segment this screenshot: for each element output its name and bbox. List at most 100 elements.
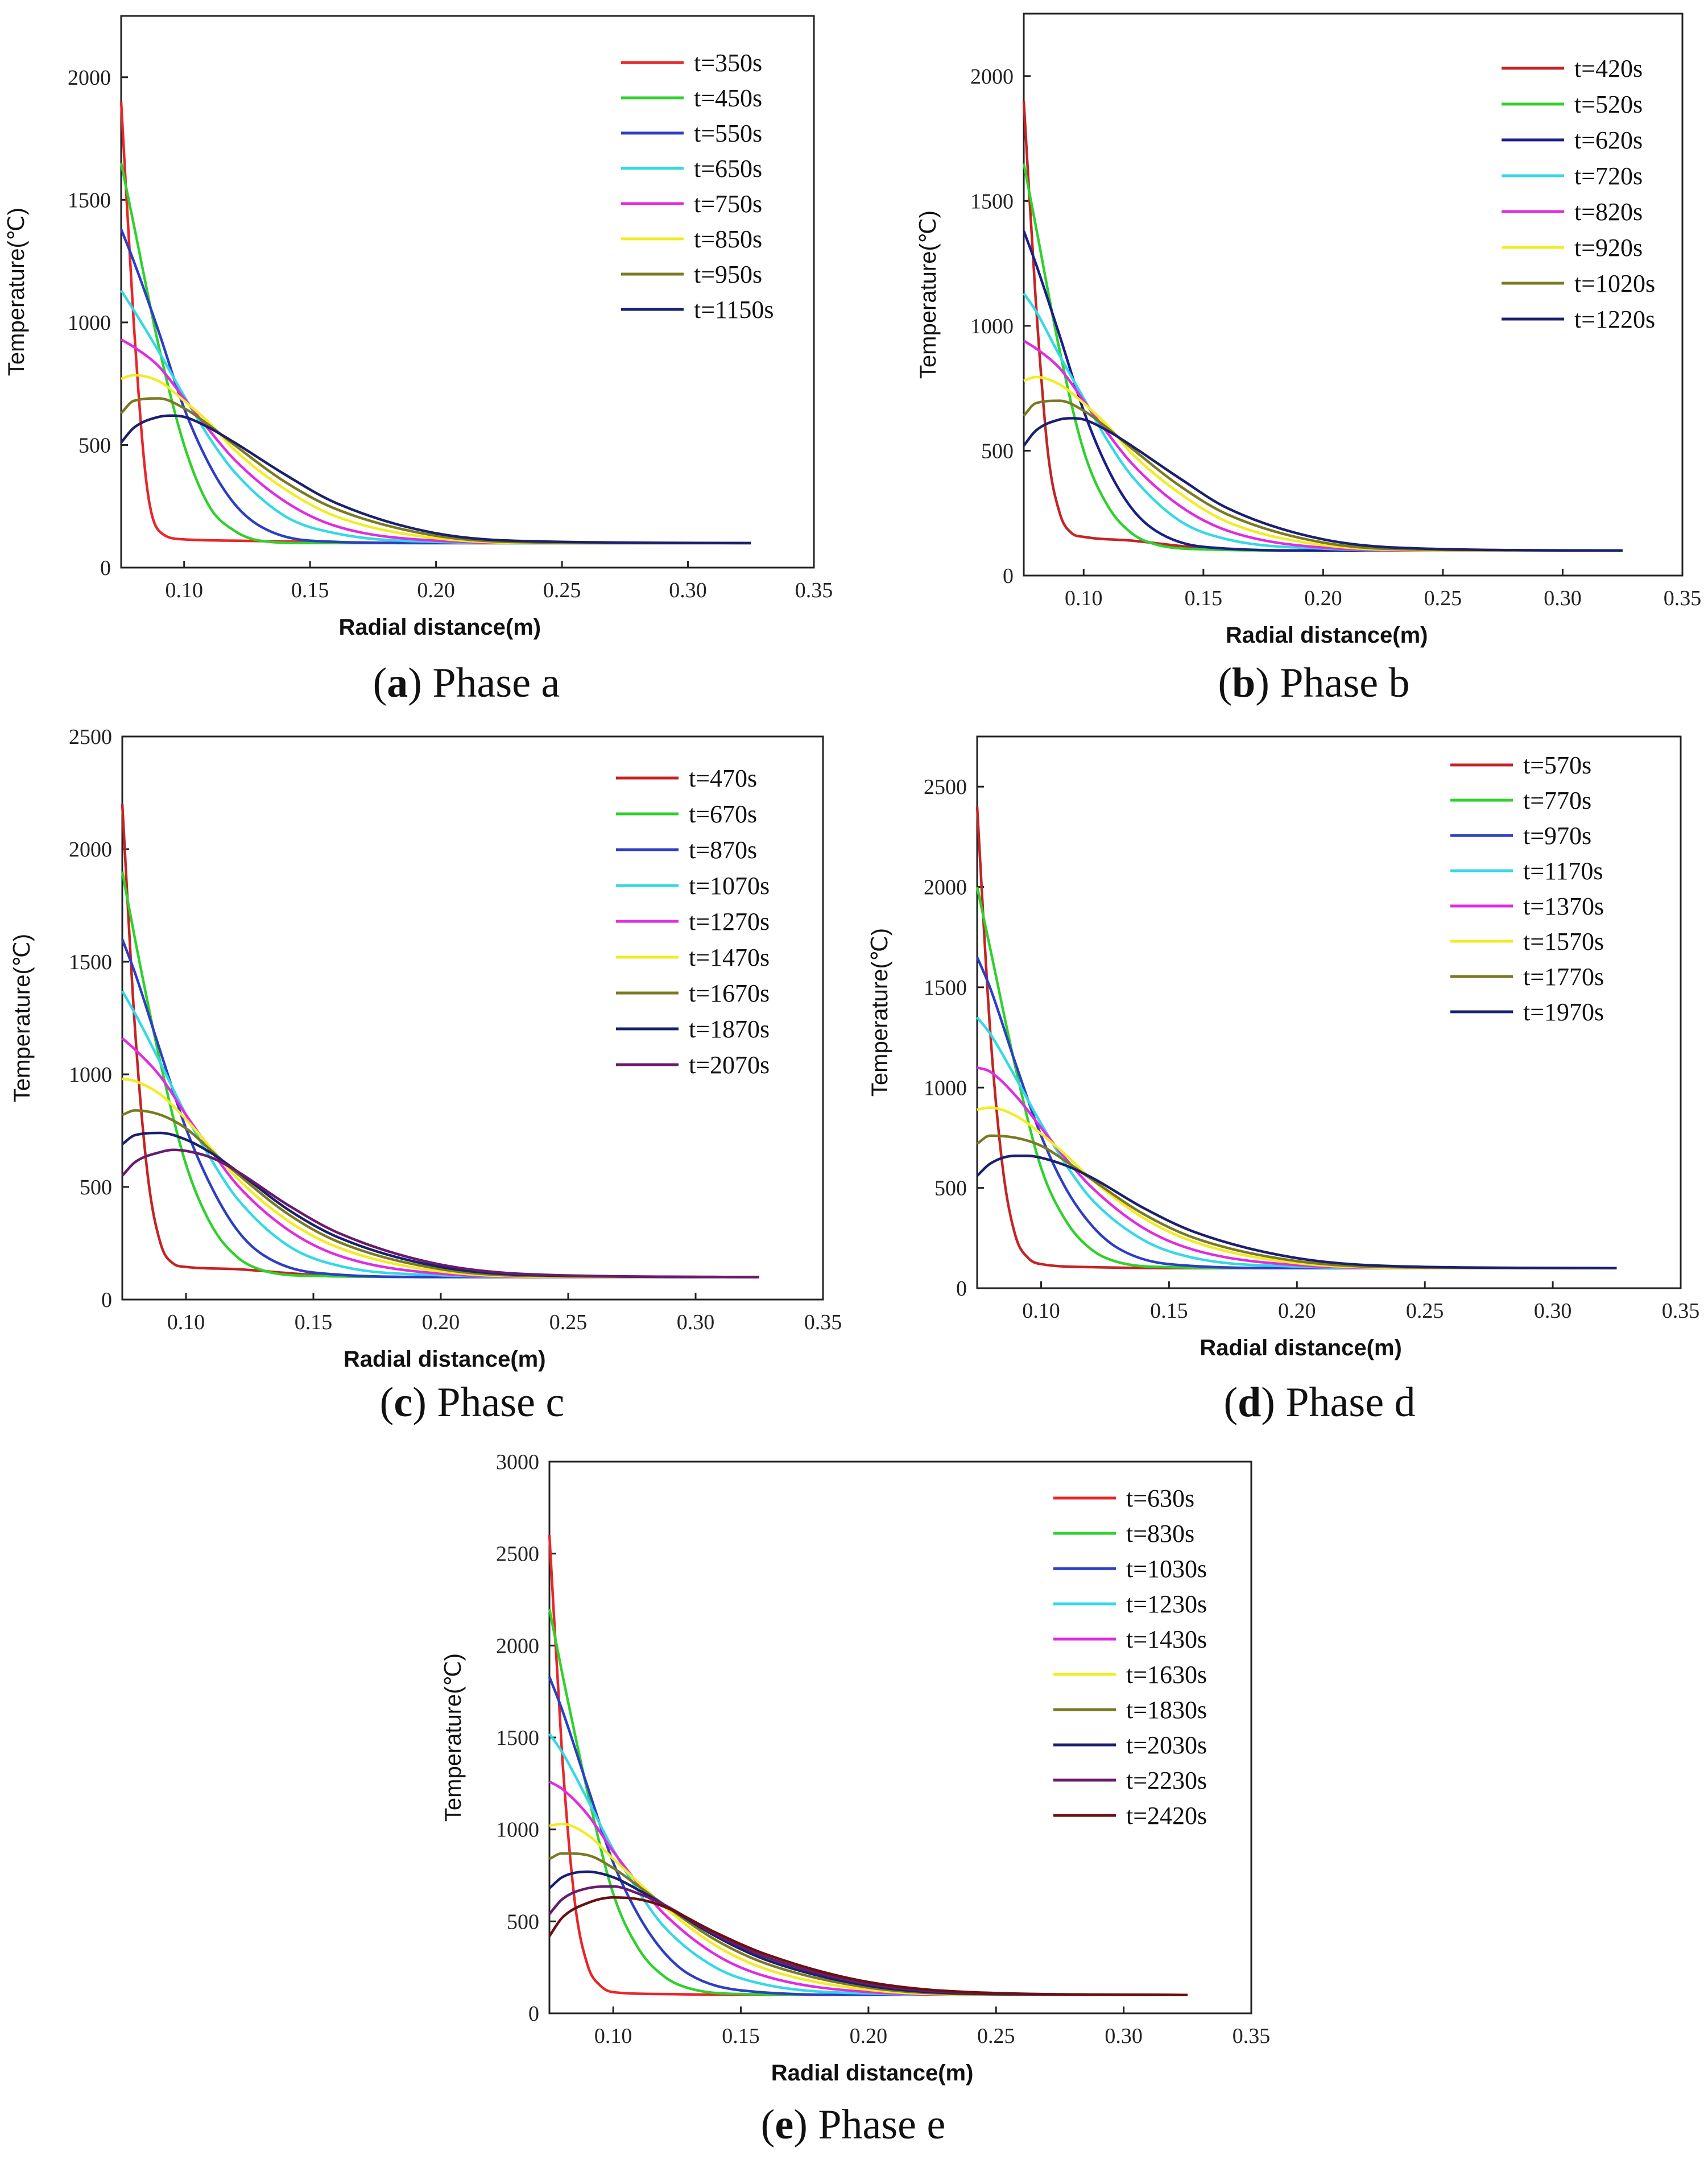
x-tick-label: 0.20 <box>850 2024 888 2048</box>
x-tick-label: 0.25 <box>1424 586 1462 610</box>
x-tick-label: 0.30 <box>1544 586 1582 610</box>
series-line <box>976 1154 1617 1269</box>
y-tick-label: 0 <box>101 1288 112 1312</box>
y-tick-label: 500 <box>507 1910 539 1934</box>
series-line <box>121 1148 760 1279</box>
y-axis-label: Temperature(℃) <box>867 928 892 1097</box>
x-tick-label: 0.15 <box>1185 586 1223 610</box>
y-tick-label: 500 <box>934 1177 967 1201</box>
y-tick-label: 1000 <box>68 311 111 335</box>
legend-label: t=420s <box>1574 55 1643 82</box>
legend-label: t=820s <box>1574 198 1643 226</box>
x-tick-label: 0.30 <box>1534 1299 1572 1323</box>
x-tick-label: 0.25 <box>543 578 581 602</box>
legend-label: t=670s <box>689 800 757 828</box>
legend-label: t=470s <box>689 764 757 792</box>
x-tick-label: 0.10 <box>1065 586 1103 610</box>
legend-label: t=720s <box>1574 162 1643 190</box>
legend-label: t=1870s <box>689 1015 770 1043</box>
x-tick-label: 0.20 <box>1304 586 1342 610</box>
y-tick-label: 1500 <box>970 189 1014 213</box>
y-tick-label: 1500 <box>924 976 967 1000</box>
chart-panel-a: 0.10 0.15 0.20 0.25 0.30 0.35 0 500 1000 1500 2000… <box>4 15 833 706</box>
series-line <box>977 1106 1617 1269</box>
chart-panel-e: 0.10 0.15 0.20 0.25 0.30 0.35 0 500 1000 1500 2000… <box>441 1450 1270 2148</box>
series-line <box>120 289 751 545</box>
series-line <box>975 887 1617 1269</box>
chart-panel-d: 0.10 0.15 0.20 0.25 0.30 0.35 0 500 1000 1500 2000… <box>867 735 1699 1426</box>
x-axis-label: Radial distance(m) <box>338 615 541 640</box>
series-line <box>1023 399 1623 552</box>
legend-label: t=850s <box>694 225 762 253</box>
series-line <box>1023 417 1623 552</box>
x-tick-label: 0.25 <box>977 2024 1015 2048</box>
y-tick-label: 2500 <box>924 775 967 799</box>
x-tick-label: 0.35 <box>795 578 833 602</box>
x-tick-label: 0.35 <box>1233 2024 1271 2048</box>
y-tick-label: 2000 <box>68 66 111 90</box>
legend-label: t=750s <box>694 190 762 218</box>
y-tick-label: 0 <box>1003 564 1014 588</box>
panel-caption: (a) Phase a <box>373 660 560 706</box>
y-tick-label: 2000 <box>69 838 112 862</box>
y-tick-label: 500 <box>78 433 111 457</box>
legend-label: t=1150s <box>694 296 774 324</box>
y-tick-label: 1000 <box>69 1063 112 1087</box>
x-axis-label: Radial distance(m) <box>344 1347 546 1372</box>
series-line <box>1022 230 1623 552</box>
legend-label: t=450s <box>694 84 762 112</box>
legend-label: t=830s <box>1126 1520 1194 1548</box>
y-tick-label: 1000 <box>970 315 1014 338</box>
legend-label: t=630s <box>1126 1484 1194 1512</box>
panel-caption: (d) Phase d <box>1223 1379 1415 1426</box>
legend-label: t=650s <box>694 155 762 183</box>
series-line <box>548 1896 1188 1996</box>
x-tick-label: 0.20 <box>422 1310 460 1334</box>
series-line <box>1023 340 1623 552</box>
y-tick-label: 2000 <box>924 876 967 900</box>
legend-label: t=2070s <box>689 1051 770 1079</box>
legend-label: t=1370s <box>1523 892 1604 920</box>
y-tick-label: 1500 <box>496 1726 539 1750</box>
y-tick-label: 2500 <box>69 725 112 749</box>
legend-label: t=1070s <box>689 872 770 900</box>
x-tick-label: 0.35 <box>1664 586 1702 610</box>
y-tick-label: 0 <box>956 1277 967 1301</box>
y-tick-label: 1500 <box>69 950 112 974</box>
plot-frame <box>121 735 824 1301</box>
legend-label: t=770s <box>1523 787 1591 814</box>
x-axis-label: Radial distance(m) <box>1226 623 1428 648</box>
chart-panel-b: 0.10 0.15 0.20 0.25 0.30 0.35 0 500 1000 1500 2000… <box>916 13 1702 706</box>
y-tick-label: 2000 <box>496 1634 539 1658</box>
series-line <box>119 229 751 545</box>
x-axis-label: Radial distance(m) <box>1200 1335 1402 1360</box>
legend-label: t=2420s <box>1126 1802 1207 1830</box>
series-line <box>120 397 751 545</box>
legend-label: t=1430s <box>1126 1625 1207 1653</box>
legend-label: t=620s <box>1574 126 1643 154</box>
legend-label: t=1230s <box>1126 1590 1207 1618</box>
legend-label: t=1270s <box>689 908 770 936</box>
panel-caption: (b) Phase b <box>1218 660 1409 706</box>
series-line <box>549 1822 1188 1996</box>
legend-label: t=520s <box>1574 90 1643 118</box>
y-axis-label: Temperature(℃) <box>441 1653 466 1822</box>
series-line <box>121 938 759 1279</box>
series-line <box>119 163 751 545</box>
legend-label: t=1970s <box>1523 998 1604 1026</box>
legend-label: t=950s <box>694 260 762 288</box>
legend-label: t=1630s <box>1126 1661 1207 1689</box>
legend-label: t=570s <box>1523 751 1591 779</box>
legend-label: t=1220s <box>1574 305 1655 333</box>
x-tick-label: 0.10 <box>167 1310 205 1334</box>
series-line <box>1023 375 1623 552</box>
y-axis-label: Temperature(℃) <box>10 934 35 1102</box>
legend-label: t=1830s <box>1126 1696 1207 1724</box>
y-axis-label: Temperature(℃) <box>4 208 29 376</box>
x-tick-label: 0.30 <box>677 1310 715 1334</box>
x-axis-label: Radial distance(m) <box>771 2061 974 2086</box>
x-tick-label: 0.10 <box>1022 1299 1060 1323</box>
legend-label: t=920s <box>1574 234 1643 262</box>
series-line <box>1022 101 1623 552</box>
